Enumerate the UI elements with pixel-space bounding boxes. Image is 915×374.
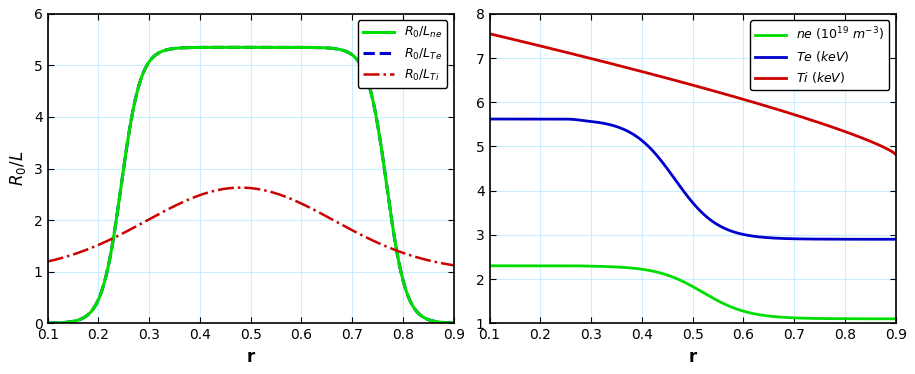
X-axis label: r: r bbox=[246, 348, 254, 366]
Legend: $ne\ (10^{19}\ m^{-3})$, $Te\ (keV)$, $Ti\ (keV)$: $ne\ (10^{19}\ m^{-3})$, $Te\ (keV)$, $T… bbox=[750, 20, 889, 90]
Legend: $R_0/L_{ne}$, $R_0/L_{Te}$, $R_0/L_{Ti}$: $R_0/L_{ne}$, $R_0/L_{Te}$, $R_0/L_{Ti}$ bbox=[358, 20, 447, 88]
X-axis label: r: r bbox=[688, 348, 696, 366]
Y-axis label: $R_0/L$: $R_0/L$ bbox=[8, 151, 28, 186]
